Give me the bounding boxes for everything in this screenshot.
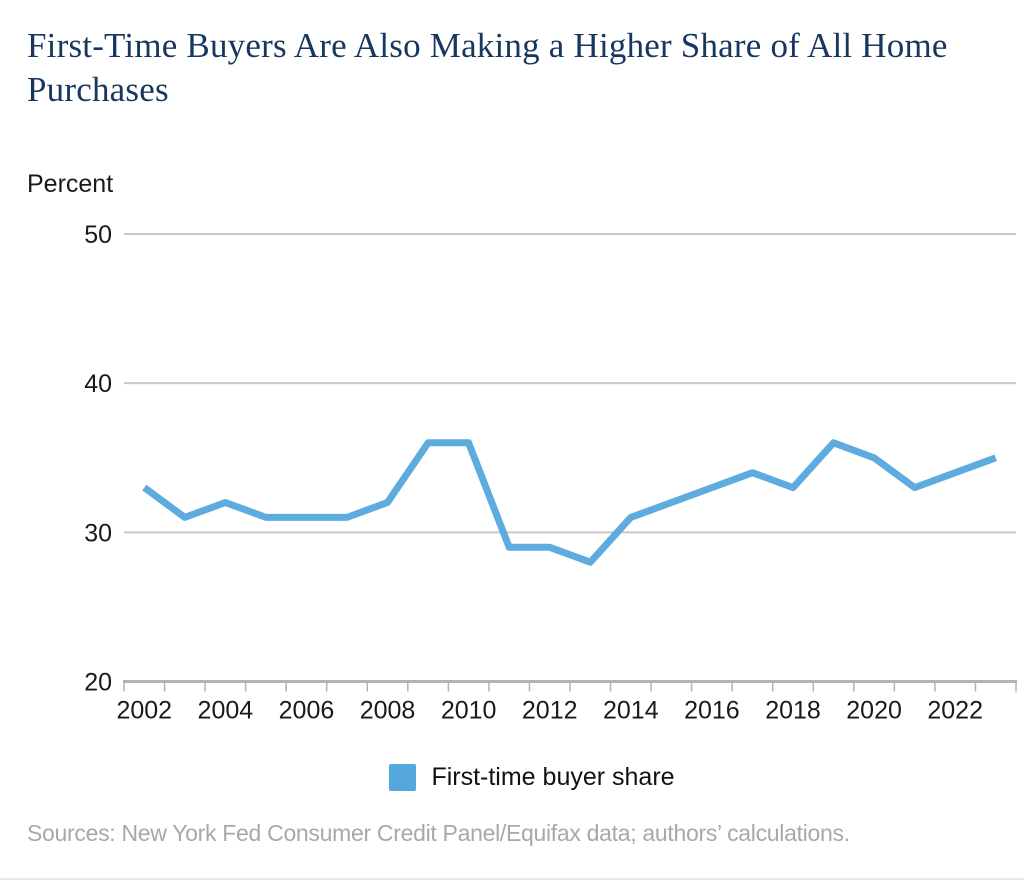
- x-tick-label-2020: 2020: [846, 697, 902, 725]
- chart-title: First-Time Buyers Are Also Making a High…: [27, 26, 948, 109]
- x-tick-label-2016: 2016: [684, 697, 740, 725]
- legend: First-time buyer share: [0, 763, 1024, 792]
- x-tick-label-2022: 2022: [927, 697, 983, 725]
- x-tick-label-2006: 2006: [279, 697, 335, 725]
- line-chart: 20 30 40 50 2002 2004 2006 2008 2010 2012 2014 2016…: [84, 221, 1017, 725]
- x-tick-label-2018: 2018: [765, 697, 821, 725]
- y-tick-label-20: 20: [84, 669, 112, 697]
- x-tick-label-2014: 2014: [603, 697, 659, 725]
- legend-swatch-icon: [389, 764, 417, 791]
- y-axis-unit-label: Percent: [27, 170, 114, 198]
- x-tick-label-2010: 2010: [441, 697, 497, 725]
- x-tick-label-2004: 2004: [198, 697, 254, 725]
- source-note: Sources: New York Fed Consumer Credit Pa…: [27, 820, 850, 846]
- y-tick-label-50: 50: [84, 221, 112, 249]
- y-tick-label-30: 30: [84, 519, 112, 547]
- y-tick-label-40: 40: [84, 370, 112, 398]
- x-tick-label-2002: 2002: [116, 697, 172, 725]
- series-line-first-time-buyer-share: [142, 439, 997, 566]
- x-tick-label-2012: 2012: [522, 697, 578, 725]
- x-tick-label-2008: 2008: [360, 697, 416, 725]
- legend-label: First-time buyer share: [431, 763, 675, 791]
